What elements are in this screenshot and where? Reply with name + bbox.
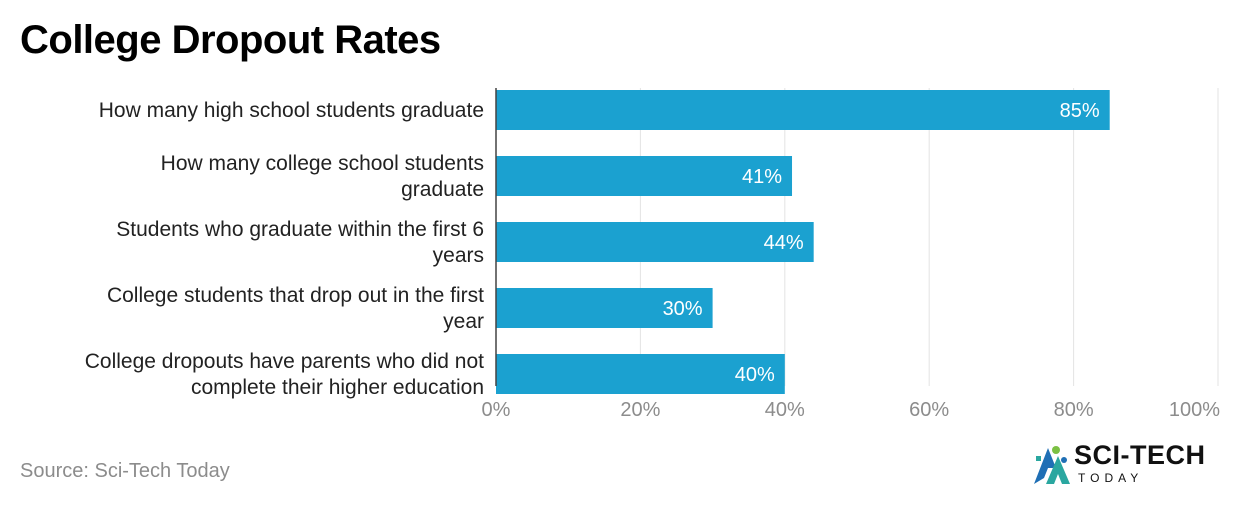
x-tick-label: 20%: [620, 399, 660, 421]
category-label: graduate: [401, 178, 484, 201]
bar: [496, 354, 785, 394]
bar-value-label: 40%: [735, 364, 775, 386]
sci-tech-logo-icon: [1034, 446, 1070, 484]
bar: [496, 288, 713, 328]
category-label: How many college school students: [161, 152, 484, 175]
x-tick-label: 80%: [1054, 399, 1094, 421]
logo-name: SCI-TECH: [1074, 440, 1206, 470]
x-tick-label: 60%: [909, 399, 949, 421]
bar-chart: 85% How many high school students graduat…: [85, 88, 1220, 421]
logo-subtitle: TODAY: [1078, 471, 1144, 485]
bar-value-label: 30%: [663, 298, 703, 320]
bar-value-label: 85%: [1060, 100, 1100, 122]
category-label: College students that drop out in the fi…: [107, 284, 484, 307]
x-tick-label: 0%: [482, 399, 511, 421]
chart-title: College Dropout Rates: [20, 18, 441, 62]
bar-value-label: 44%: [764, 232, 804, 254]
category-label: How many high school students graduate: [99, 99, 484, 122]
x-tick-label: 100%: [1169, 399, 1220, 421]
category-label: years: [433, 244, 484, 267]
category-label: year: [443, 310, 484, 333]
bar: [496, 156, 793, 196]
bar-value-label: 41%: [742, 166, 782, 188]
bar: [496, 90, 1110, 130]
bar: [496, 222, 814, 262]
x-tick-label: 40%: [765, 399, 805, 421]
sci-tech-logo: SCI-TECH TODAY: [1030, 438, 1220, 494]
source-note: Source: Sci-Tech Today: [20, 460, 230, 482]
category-label: Students who graduate within the first 6: [116, 218, 484, 241]
category-label: College dropouts have parents who did no…: [85, 350, 484, 373]
category-label: complete their higher education: [191, 376, 484, 399]
